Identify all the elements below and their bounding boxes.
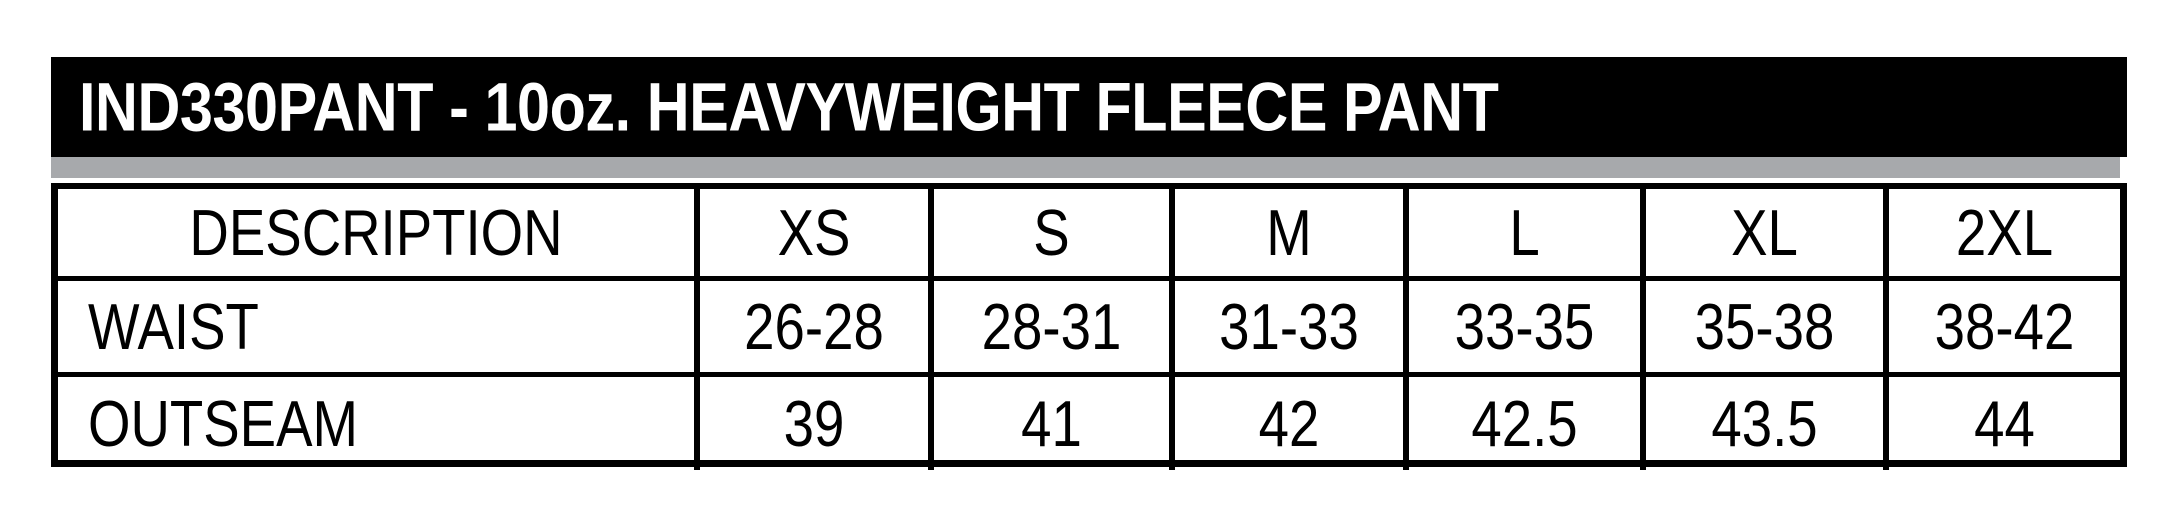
column-header-s: S [931,189,1175,281]
column-header-xl: XL [1643,189,1889,281]
cell-outseam-xs: 39 [697,374,934,470]
row-label-waist: WAIST [58,278,700,377]
chart-title: IND330PANT - 10oz. HEAVYWEIGHT FLEECE PA… [79,68,1499,146]
cell-outseam-xl: 43.5 [1643,374,1889,470]
column-header-l: L [1406,189,1646,281]
cell-outseam-2xl: 44 [1974,386,2035,460]
row-label-outseam: OUTSEAM [58,374,700,470]
size-chart-table: IND330PANT - 10oz. HEAVYWEIGHT FLEECE PA… [51,57,2127,470]
cell-outseam-m: 42 [1172,374,1409,470]
column-header-2xl: 2XL [1886,189,2120,281]
column-header-m: M [1172,189,1409,281]
column-header-xs: XS [697,189,934,281]
chart-title-band: IND330PANT - 10oz. HEAVYWEIGHT FLEECE PA… [51,57,2127,157]
cell-waist-2xl: 38-42 [1886,278,2120,377]
column-header-description: DESCRIPTION [58,189,700,281]
title-separator-strip [51,157,2120,178]
table-row: OUTSEAM 39 41 42 42.5 [58,374,2120,470]
table-header-row: DESCRIPTION XS S M L [58,189,2120,281]
cell-waist-s: 28-31 [931,278,1175,377]
cell-outseam-l: 42.5 [1406,374,1646,470]
cell-waist-xs: 26-28 [697,278,934,377]
cell-waist-l: 33-35 [1406,278,1646,377]
table-row: WAIST 26-28 28-31 31-33 33-35 [58,278,2120,377]
cell-waist-xl: 35-38 [1643,278,1889,377]
measurements-grid: DESCRIPTION XS S M L [51,183,2127,470]
cell-waist-m: 31-33 [1172,278,1409,377]
cell-outseam-s: 41 [931,374,1175,470]
